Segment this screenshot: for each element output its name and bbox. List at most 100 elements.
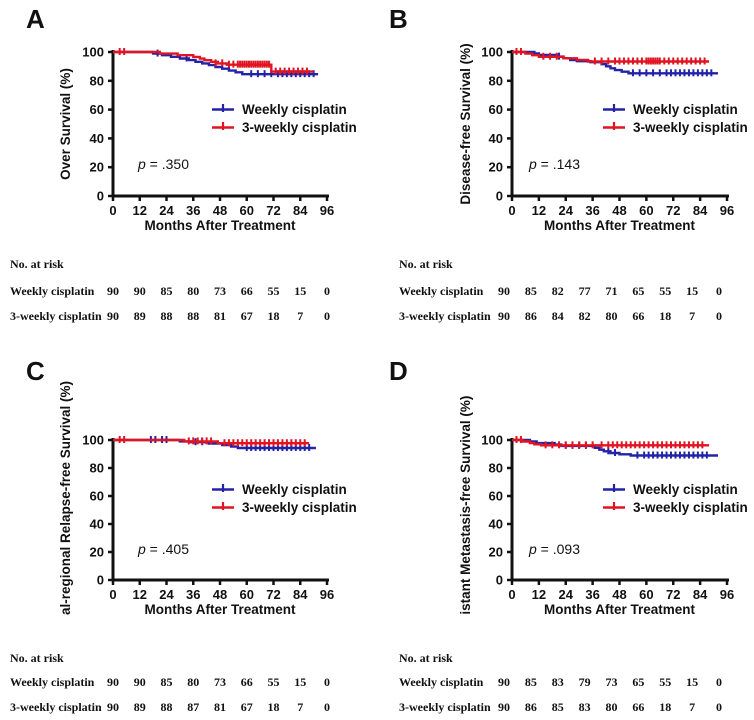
risk-value: 88 — [160, 700, 173, 714]
x-tick-label: 60 — [240, 203, 254, 218]
x-tick-label: 72 — [266, 587, 280, 602]
panel-letter-d: D — [389, 356, 408, 386]
risk-value: 0 — [716, 700, 722, 714]
x-tick-label: 24 — [159, 587, 174, 602]
risk-value: 82 — [578, 309, 591, 323]
risk-value: 88 — [160, 309, 173, 323]
legend-label: 3-weekly cisplatin — [633, 500, 748, 515]
risk-value: 67 — [240, 309, 253, 323]
legend-label: Weekly cisplatin — [242, 482, 347, 497]
risk-table-header: No. at risk — [10, 257, 64, 271]
x-tick-label: 72 — [266, 203, 280, 218]
risk-value: 7 — [297, 700, 304, 714]
x-tick-label: 0 — [508, 203, 515, 218]
risk-value: 73 — [605, 675, 618, 689]
risk-value: 65 — [632, 284, 645, 298]
risk-row-label: 3-weekly cisplatin — [10, 700, 102, 714]
y-tick-label: 20 — [90, 545, 104, 560]
risk-value: 88 — [187, 309, 200, 323]
y-tick-label: 80 — [90, 461, 104, 476]
risk-value: 81 — [214, 700, 226, 714]
x-tick-label: 72 — [666, 203, 680, 218]
x-tick-label: 84 — [293, 587, 308, 602]
risk-value: 90 — [107, 284, 119, 298]
risk-table-header: No. at risk — [399, 651, 453, 665]
risk-value: 7 — [689, 309, 696, 323]
x-tick-label: 60 — [240, 587, 254, 602]
risk-row-label: 3-weekly cisplatin — [399, 700, 491, 714]
risk-value: 89 — [133, 309, 146, 323]
risk-value: 18 — [267, 309, 280, 323]
x-tick-label: 24 — [159, 203, 174, 218]
x-axis-label: Months After Treatment — [544, 218, 696, 233]
risk-value: 90 — [498, 700, 510, 714]
risk-value: 55 — [267, 675, 280, 689]
y-tick-label: 40 — [489, 131, 503, 146]
x-tick-label: 0 — [109, 587, 116, 602]
y-axis-label: Distant Metastasis-free Survival (%) — [458, 396, 473, 615]
risk-value: 55 — [659, 675, 672, 689]
x-tick-label: 60 — [639, 203, 653, 218]
risk-value: 90 — [107, 675, 119, 689]
y-tick-label: 40 — [489, 517, 503, 532]
risk-value: 18 — [659, 309, 672, 323]
risk-row-label: Weekly cisplatin — [399, 284, 484, 298]
y-tick-label: 0 — [496, 189, 503, 204]
risk-value: 90 — [498, 309, 510, 323]
x-tick-label: 36 — [186, 587, 200, 602]
risk-value: 0 — [716, 309, 722, 323]
p-value: p = .405 — [137, 541, 189, 557]
risk-value: 55 — [659, 284, 672, 298]
panel-letter-b: B — [389, 4, 408, 34]
y-axis-label: Disease-free Survival (%) — [458, 43, 473, 204]
risk-value: 84 — [551, 309, 564, 323]
legend-label: Weekly cisplatin — [242, 102, 347, 117]
risk-value: 85 — [524, 284, 537, 298]
x-axis-label: Months After Treatment — [144, 602, 296, 615]
risk-value: 85 — [524, 675, 537, 689]
risk-row-label: Weekly cisplatin — [10, 675, 95, 689]
y-tick-label: 40 — [90, 131, 104, 146]
x-axis-label: Months After Treatment — [144, 218, 296, 233]
y-tick-label: 60 — [489, 102, 503, 117]
risk-value: 15 — [686, 675, 699, 689]
km-step-line — [512, 438, 710, 447]
risk-value: 83 — [578, 700, 591, 714]
risk-value: 15 — [294, 284, 307, 298]
risk-value: 90 — [133, 284, 146, 298]
y-tick-label: 20 — [90, 160, 104, 175]
x-tick-label: 24 — [559, 587, 574, 602]
panel-overall-survival: A 0 20 40 60 80 100 0 12 24 36 48 60 72 84 96 Months Af… — [0, 0, 377, 350]
km-chart-distant-metastasis-free-survival: 0 20 40 60 80 100 0 12 24 36 48 60 72 84 96 Months Afte… — [458, 396, 748, 615]
x-tick-label: 0 — [109, 203, 116, 218]
y-tick-label: 60 — [90, 489, 104, 504]
risk-value: 73 — [214, 284, 226, 298]
x-tick-label: 36 — [186, 203, 200, 218]
x-tick-label: 24 — [559, 203, 574, 218]
panel-local-regional-relapse-free-survival: C 0 20 40 60 80 100 0 12 24 36 48 60 72 84 96 Months Af… — [0, 350, 377, 720]
panel-letter-c: C — [26, 356, 45, 386]
km-chart-disease-free-survival: 0 20 40 60 80 100 0 12 24 36 48 60 72 84 96 Months Afte… — [458, 43, 748, 233]
risk-value: 90 — [133, 675, 146, 689]
risk-value: 0 — [324, 309, 330, 323]
x-tick-label: 48 — [213, 587, 227, 602]
risk-value: 15 — [686, 284, 699, 298]
x-tick-label: 96 — [720, 203, 734, 218]
risk-value: 67 — [240, 700, 253, 714]
panel-letter-a: A — [26, 4, 45, 34]
risk-value: 86 — [524, 309, 537, 323]
risk-value: 80 — [605, 309, 618, 323]
risk-row-label: Weekly cisplatin — [399, 675, 484, 689]
y-tick-label: 0 — [496, 573, 503, 588]
legend-label: 3-weekly cisplatin — [242, 120, 357, 135]
risk-value: 0 — [716, 284, 722, 298]
panel-disease-free-survival: B 0 20 40 60 80 100 0 12 24 36 48 60 72 84 96 Months Af… — [377, 0, 754, 350]
x-tick-label: 60 — [639, 587, 653, 602]
risk-value: 90 — [498, 284, 510, 298]
y-tick-label: 40 — [90, 517, 104, 532]
risk-table-header: No. at risk — [10, 651, 64, 665]
risk-value: 80 — [187, 675, 200, 689]
y-tick-label: 80 — [489, 461, 503, 476]
risk-value: 90 — [107, 309, 119, 323]
